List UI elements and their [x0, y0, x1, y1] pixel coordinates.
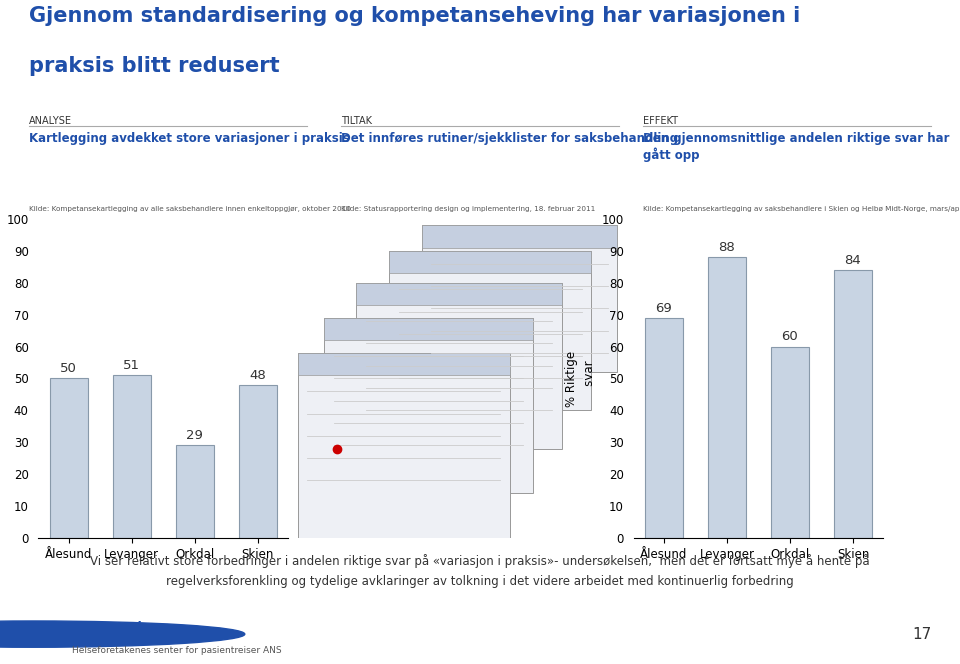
Text: 50: 50 [60, 363, 77, 375]
Bar [239, 385, 276, 538]
Bar [771, 347, 809, 538]
Text: ANALYSE: ANALYSE [29, 116, 72, 126]
Bar [356, 283, 562, 305]
Text: Kilde: Statusrapportering design og implementering, 18. februar 2011: Kilde: Statusrapportering design og impl… [341, 207, 595, 212]
Text: Kilde: Kompetansekartlegging av saksbehandlere i Skien og Helbø Midt-Norge, mars: Kilde: Kompetansekartlegging av saksbeha… [643, 207, 960, 212]
Text: praksis blitt redusert: praksis blitt redusert [29, 56, 279, 76]
Text: Pasientreiser: Pasientreiser [72, 621, 165, 634]
Y-axis label: % Riktige
   svar: % Riktige svar [565, 351, 596, 406]
Circle shape [0, 621, 245, 647]
Text: Den gjennomsnittlige andelen riktige svar har gått opp: Den gjennomsnittlige andelen riktige sva… [643, 132, 949, 162]
Text: 48: 48 [250, 369, 266, 382]
Bar [324, 318, 533, 340]
Text: Kilde: Kompetansekartlegging av alle saksbehandlere innen enkeltoppgjør, oktober: Kilde: Kompetansekartlegging av alle sak… [29, 207, 350, 212]
Text: 51: 51 [123, 359, 140, 372]
Text: Kartlegging avdekket store variasjoner i praksis: Kartlegging avdekket store variasjoner i… [29, 132, 349, 145]
Bar [298, 353, 510, 375]
Text: 17: 17 [912, 627, 931, 641]
Bar [708, 258, 746, 538]
Bar [389, 251, 591, 410]
Bar [298, 353, 510, 538]
Bar [389, 251, 591, 274]
Text: 29: 29 [186, 429, 204, 442]
Text: 69: 69 [656, 301, 672, 315]
Bar [324, 318, 533, 493]
Text: 60: 60 [781, 331, 799, 343]
Bar [421, 226, 617, 248]
Text: Det innføres rutiner/sjekklister for saksbehandling: Det innføres rutiner/sjekklister for sak… [341, 132, 678, 145]
Text: EFFEKT: EFFEKT [643, 116, 678, 126]
Bar [50, 378, 87, 538]
Text: TILTAK: TILTAK [341, 116, 372, 126]
Text: 84: 84 [845, 254, 861, 267]
Text: Helseforetakenes senter for pasientreiser ANS: Helseforetakenes senter for pasientreise… [72, 646, 281, 655]
Bar [645, 318, 683, 538]
Bar [176, 446, 214, 538]
Text: Gjennom standardisering og kompetanseheving har variasjonen i: Gjennom standardisering og kompetansehev… [29, 5, 800, 26]
Bar [834, 270, 872, 538]
Bar [421, 226, 617, 372]
Text: 88: 88 [718, 241, 735, 254]
Bar [112, 375, 151, 538]
Bar [356, 283, 562, 449]
Text: Vi ser relativt store forbedringer i andelen riktige svar på «variasjon i praksi: Vi ser relativt store forbedringer i and… [90, 554, 870, 588]
